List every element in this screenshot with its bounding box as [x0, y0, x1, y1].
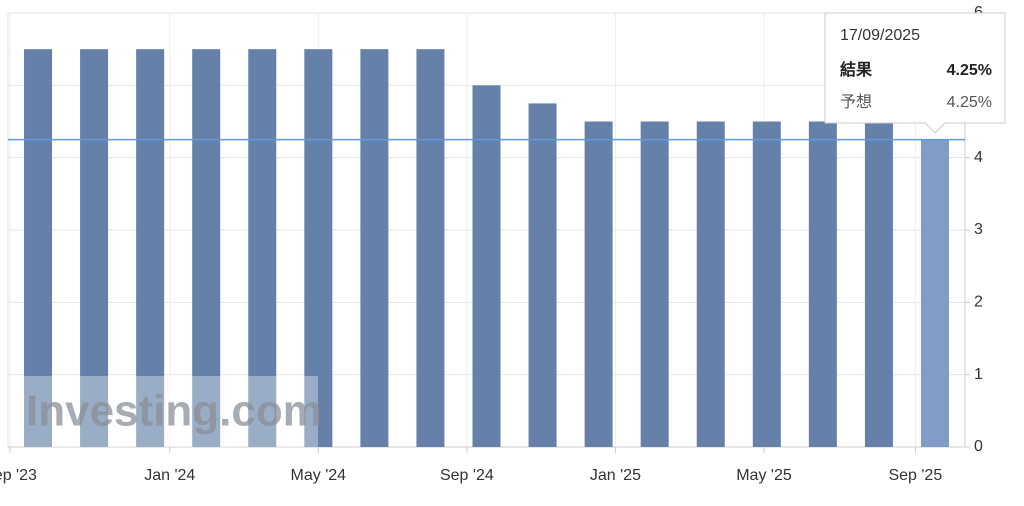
y-tick-label: 4	[974, 149, 983, 166]
tooltip-date: 17/09/2025	[840, 27, 920, 44]
bar	[80, 49, 109, 448]
bar	[752, 121, 781, 447]
bar	[136, 49, 165, 448]
bar	[808, 121, 837, 447]
y-tick-label: 2	[974, 294, 983, 311]
tooltip-value: 4.25%	[947, 62, 992, 79]
bar	[920, 139, 949, 448]
tooltip: 17/09/2025 結果 4.25% 予想 4.25%	[824, 12, 1006, 134]
watermark-bg	[24, 376, 318, 447]
x-tick-label: Sep '25	[888, 467, 942, 484]
y-tick-label: 3	[974, 221, 983, 238]
bar	[584, 121, 613, 447]
tooltip-box	[824, 12, 1006, 134]
bar	[24, 49, 53, 448]
bars	[24, 49, 949, 448]
bar	[304, 49, 333, 448]
y-tick-label: 0	[974, 438, 983, 455]
tooltip-label: 結果	[840, 60, 872, 79]
bar	[472, 85, 501, 447]
bar	[640, 121, 669, 447]
x-tick-label: Sep '23	[0, 467, 37, 484]
x-tick-label: Jan '25	[590, 467, 641, 484]
bar	[864, 121, 893, 447]
bar	[528, 103, 557, 448]
watermark: Investing.com	[26, 387, 322, 436]
x-tick-label: May '24	[291, 467, 347, 484]
bar	[192, 49, 221, 448]
x-tick-label: May '25	[736, 467, 792, 484]
x-tick-label: Jan '24	[144, 467, 195, 484]
tooltip-value: 4.25%	[947, 94, 992, 111]
overlay: Investing.com	[8, 138, 965, 447]
x-tick-label: Sep '24	[440, 467, 494, 484]
bar	[248, 49, 277, 448]
y-tick-label: 1	[974, 366, 983, 383]
bar	[416, 49, 445, 448]
bar	[696, 121, 725, 447]
tooltip-label: 予想	[840, 93, 872, 111]
bar	[360, 49, 389, 448]
